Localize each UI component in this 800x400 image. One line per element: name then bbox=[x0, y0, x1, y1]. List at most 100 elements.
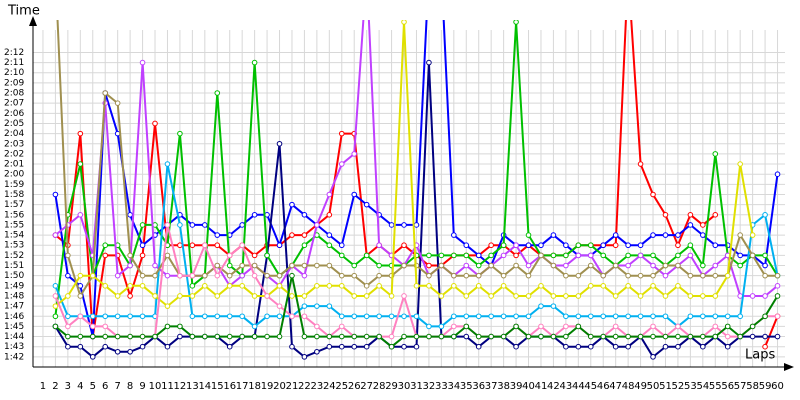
lap-point bbox=[550, 293, 557, 299]
y-tick-label: 1:42 bbox=[4, 352, 24, 362]
lap-point bbox=[749, 333, 756, 340]
lap-point bbox=[338, 313, 345, 320]
lap-point bbox=[650, 252, 656, 259]
lap-point bbox=[513, 262, 519, 269]
lap-point bbox=[488, 293, 494, 299]
lap-point bbox=[762, 293, 768, 299]
x-tick-label: 42 bbox=[547, 381, 560, 392]
lap-point bbox=[475, 262, 482, 269]
lap-point bbox=[202, 313, 208, 320]
lap-point bbox=[52, 313, 59, 320]
lap-point bbox=[749, 293, 756, 299]
lap-point bbox=[650, 191, 656, 198]
lap-point bbox=[587, 333, 594, 340]
lap-point bbox=[413, 283, 420, 289]
y-tick-label: 1:45 bbox=[4, 322, 24, 332]
lap-point bbox=[451, 232, 457, 238]
lap-point bbox=[326, 242, 333, 249]
y-tick-label: 1:57 bbox=[4, 200, 24, 210]
x-tick-label: 7 bbox=[114, 381, 120, 392]
lap-point bbox=[251, 59, 258, 66]
x-tick-label: 2 bbox=[52, 381, 58, 392]
lap-point bbox=[724, 272, 731, 279]
lap-point bbox=[214, 272, 221, 279]
lap-point bbox=[214, 262, 221, 269]
lap-point bbox=[326, 262, 333, 269]
x-tick-label: 23 bbox=[311, 381, 324, 392]
lap-point bbox=[351, 272, 358, 279]
lap-point bbox=[301, 303, 308, 309]
lap-point bbox=[77, 161, 84, 167]
lap-point bbox=[214, 90, 221, 96]
lap-point bbox=[612, 242, 619, 249]
lap-point bbox=[314, 262, 320, 269]
lap-point bbox=[563, 333, 569, 340]
lap-point bbox=[762, 262, 768, 269]
lap-point bbox=[251, 262, 258, 269]
lap-point bbox=[89, 333, 96, 340]
lap-point bbox=[264, 293, 270, 299]
y-tick-label: 1:44 bbox=[4, 332, 24, 342]
x-tick-label: 58 bbox=[746, 381, 759, 392]
lap-point bbox=[351, 262, 358, 269]
x-tick-label: 28 bbox=[373, 381, 386, 392]
lap-point bbox=[612, 293, 619, 299]
lap-point bbox=[662, 262, 669, 269]
lap-point bbox=[363, 252, 370, 259]
lap-point bbox=[276, 303, 283, 309]
lap-point bbox=[388, 293, 395, 299]
y-tick-label: 1:48 bbox=[4, 291, 24, 301]
lap-point bbox=[301, 333, 308, 340]
lap-point bbox=[488, 242, 494, 249]
y-tick-label: 1:51 bbox=[4, 261, 24, 271]
lap-point bbox=[65, 343, 71, 350]
lap-point bbox=[463, 333, 470, 340]
lap-point bbox=[388, 343, 395, 350]
lap-point bbox=[612, 333, 619, 340]
lap-point bbox=[563, 323, 569, 330]
y-tick-label: 2:05 bbox=[4, 119, 24, 129]
lap-point bbox=[774, 272, 781, 279]
x-tick-label: 50 bbox=[647, 381, 660, 392]
lap-point bbox=[139, 343, 146, 350]
lap-point bbox=[687, 313, 694, 320]
lap-point bbox=[575, 272, 582, 279]
lap-point bbox=[301, 272, 308, 279]
lap-point bbox=[189, 283, 196, 289]
lap-point bbox=[451, 252, 457, 259]
lap-point bbox=[314, 303, 320, 309]
lap-point bbox=[712, 293, 719, 299]
x-tick-label: 21 bbox=[286, 381, 299, 392]
lap-point bbox=[202, 242, 208, 249]
lap-point bbox=[538, 252, 544, 259]
lap-point bbox=[712, 313, 719, 320]
lap-point bbox=[251, 323, 258, 330]
x-tick-label: 60 bbox=[771, 381, 784, 392]
x-tick-label: 12 bbox=[174, 381, 187, 392]
lap-point bbox=[401, 333, 407, 340]
lap-point bbox=[413, 343, 420, 350]
lap-point bbox=[463, 262, 470, 269]
lap-point bbox=[625, 262, 631, 269]
lap-point bbox=[587, 343, 594, 350]
lap-point bbox=[189, 242, 196, 249]
lap-point bbox=[177, 323, 183, 330]
lap-point bbox=[139, 252, 146, 259]
y-tick-label: 1:50 bbox=[4, 271, 24, 281]
lap-point bbox=[52, 293, 59, 299]
lap-point bbox=[52, 283, 59, 289]
lap-point bbox=[475, 272, 482, 279]
lap-point bbox=[413, 333, 420, 340]
lap-point bbox=[438, 323, 445, 330]
lap-point bbox=[127, 283, 133, 289]
lap-point bbox=[264, 252, 270, 259]
lap-point bbox=[675, 252, 681, 259]
lap-point bbox=[488, 262, 494, 269]
lap-point bbox=[52, 191, 59, 198]
lap-point bbox=[687, 293, 694, 299]
lap-point bbox=[239, 222, 245, 228]
lap-point bbox=[114, 272, 121, 279]
lap-point bbox=[239, 313, 245, 320]
lap-point bbox=[650, 333, 656, 340]
y-tick-label: 2:02 bbox=[4, 149, 24, 159]
